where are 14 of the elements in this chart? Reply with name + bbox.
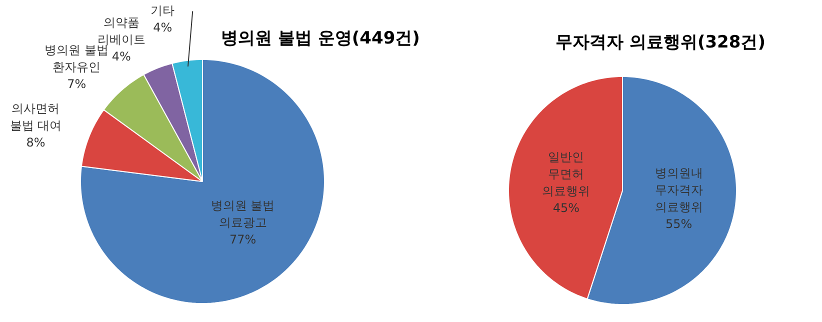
data-label: 8%: [26, 135, 46, 150]
data-label: 4%: [112, 50, 131, 64]
data-label: 7%: [67, 77, 86, 92]
slice-label: 의사면허 불법 대여: [10, 101, 62, 132]
slice-label: 병의원 불법 의료광고: [210, 198, 275, 230]
data-label: 4%: [153, 20, 172, 35]
data-label: 55%: [665, 217, 692, 232]
data-label: 77%: [230, 232, 256, 247]
slice-label: 병의원내 무자격자 의료행위: [654, 166, 703, 214]
text: 병의원 불법 운영(449건): [221, 28, 420, 48]
chart-title: 무자격자 의료행위(328건): [556, 32, 766, 52]
data-label: 45%: [552, 200, 580, 215]
slice-label: 기타: [150, 4, 175, 18]
slice-label: 일반인 무면허 의료행위: [542, 150, 590, 198]
